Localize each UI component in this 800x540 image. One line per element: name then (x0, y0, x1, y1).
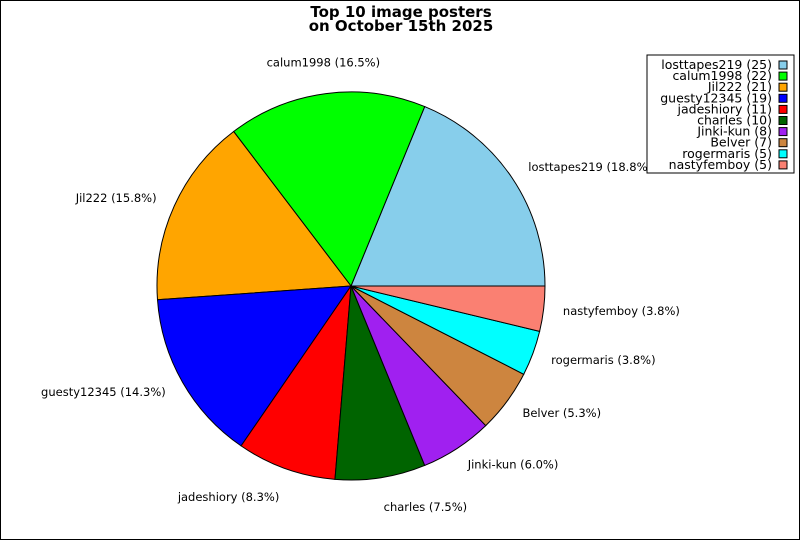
slice-label: losttapes219 (18.8%) (528, 160, 652, 174)
slice-label: charles (7.5%) (384, 500, 468, 514)
legend-swatch (778, 60, 788, 70)
legend-swatch (778, 160, 788, 170)
legend-label: losttapes219 (25) (661, 57, 772, 72)
legend-label: charles (10) (697, 113, 772, 128)
slice-label: nastyfemboy (3.8%) (563, 304, 680, 318)
legend-label: nastyfemboy (5) (669, 157, 772, 172)
legend-label: Belver (7) (710, 135, 772, 150)
legend-swatch (778, 93, 788, 103)
legend-swatch (778, 116, 788, 125)
slice-label: Jil222 (15.8%) (75, 191, 157, 205)
chart-title-line-1: Top 10 image posters (310, 3, 491, 21)
legend-label: Jinki-kun (8) (696, 124, 772, 139)
legend-swatch (778, 71, 788, 81)
legend-swatch (778, 82, 788, 92)
legend-label: calum1998 (22) (672, 68, 772, 83)
legend-label: Jil222 (21) (707, 79, 772, 94)
legend-box (646, 54, 795, 174)
legend-label: jadeshiory (11) (677, 101, 772, 116)
legend-swatch (778, 149, 788, 159)
legend-swatch (778, 104, 788, 114)
legend-label: guesty12345 (19) (660, 90, 772, 105)
slice-label: rogermaris (3.8%) (551, 353, 655, 367)
pie-slice-nastyfemboy (350, 285, 546, 333)
slice-label: Belver (5.3%) (522, 406, 601, 420)
slice-label: calum1998 (16.5%) (267, 55, 380, 69)
slice-label: guesty12345 (14.3%) (41, 385, 166, 399)
pie-slice-losttapes219 (350, 105, 546, 287)
chart-title-line-2: on October 15th 2025 (309, 17, 494, 35)
slice-label: jadeshiory (8.3%) (177, 490, 280, 504)
slice-label: Jinki-kun (6.0%) (467, 458, 559, 472)
pie-slice-jil222 (156, 130, 352, 301)
pie-slice-calum1998 (232, 91, 426, 287)
legend-swatch (778, 138, 788, 148)
legend-swatch (778, 127, 788, 137)
pie-slice-guesty12345 (156, 285, 353, 447)
legend-label: rogermaris (5) (682, 146, 772, 161)
pie-slice-jadeshiory (240, 284, 352, 480)
